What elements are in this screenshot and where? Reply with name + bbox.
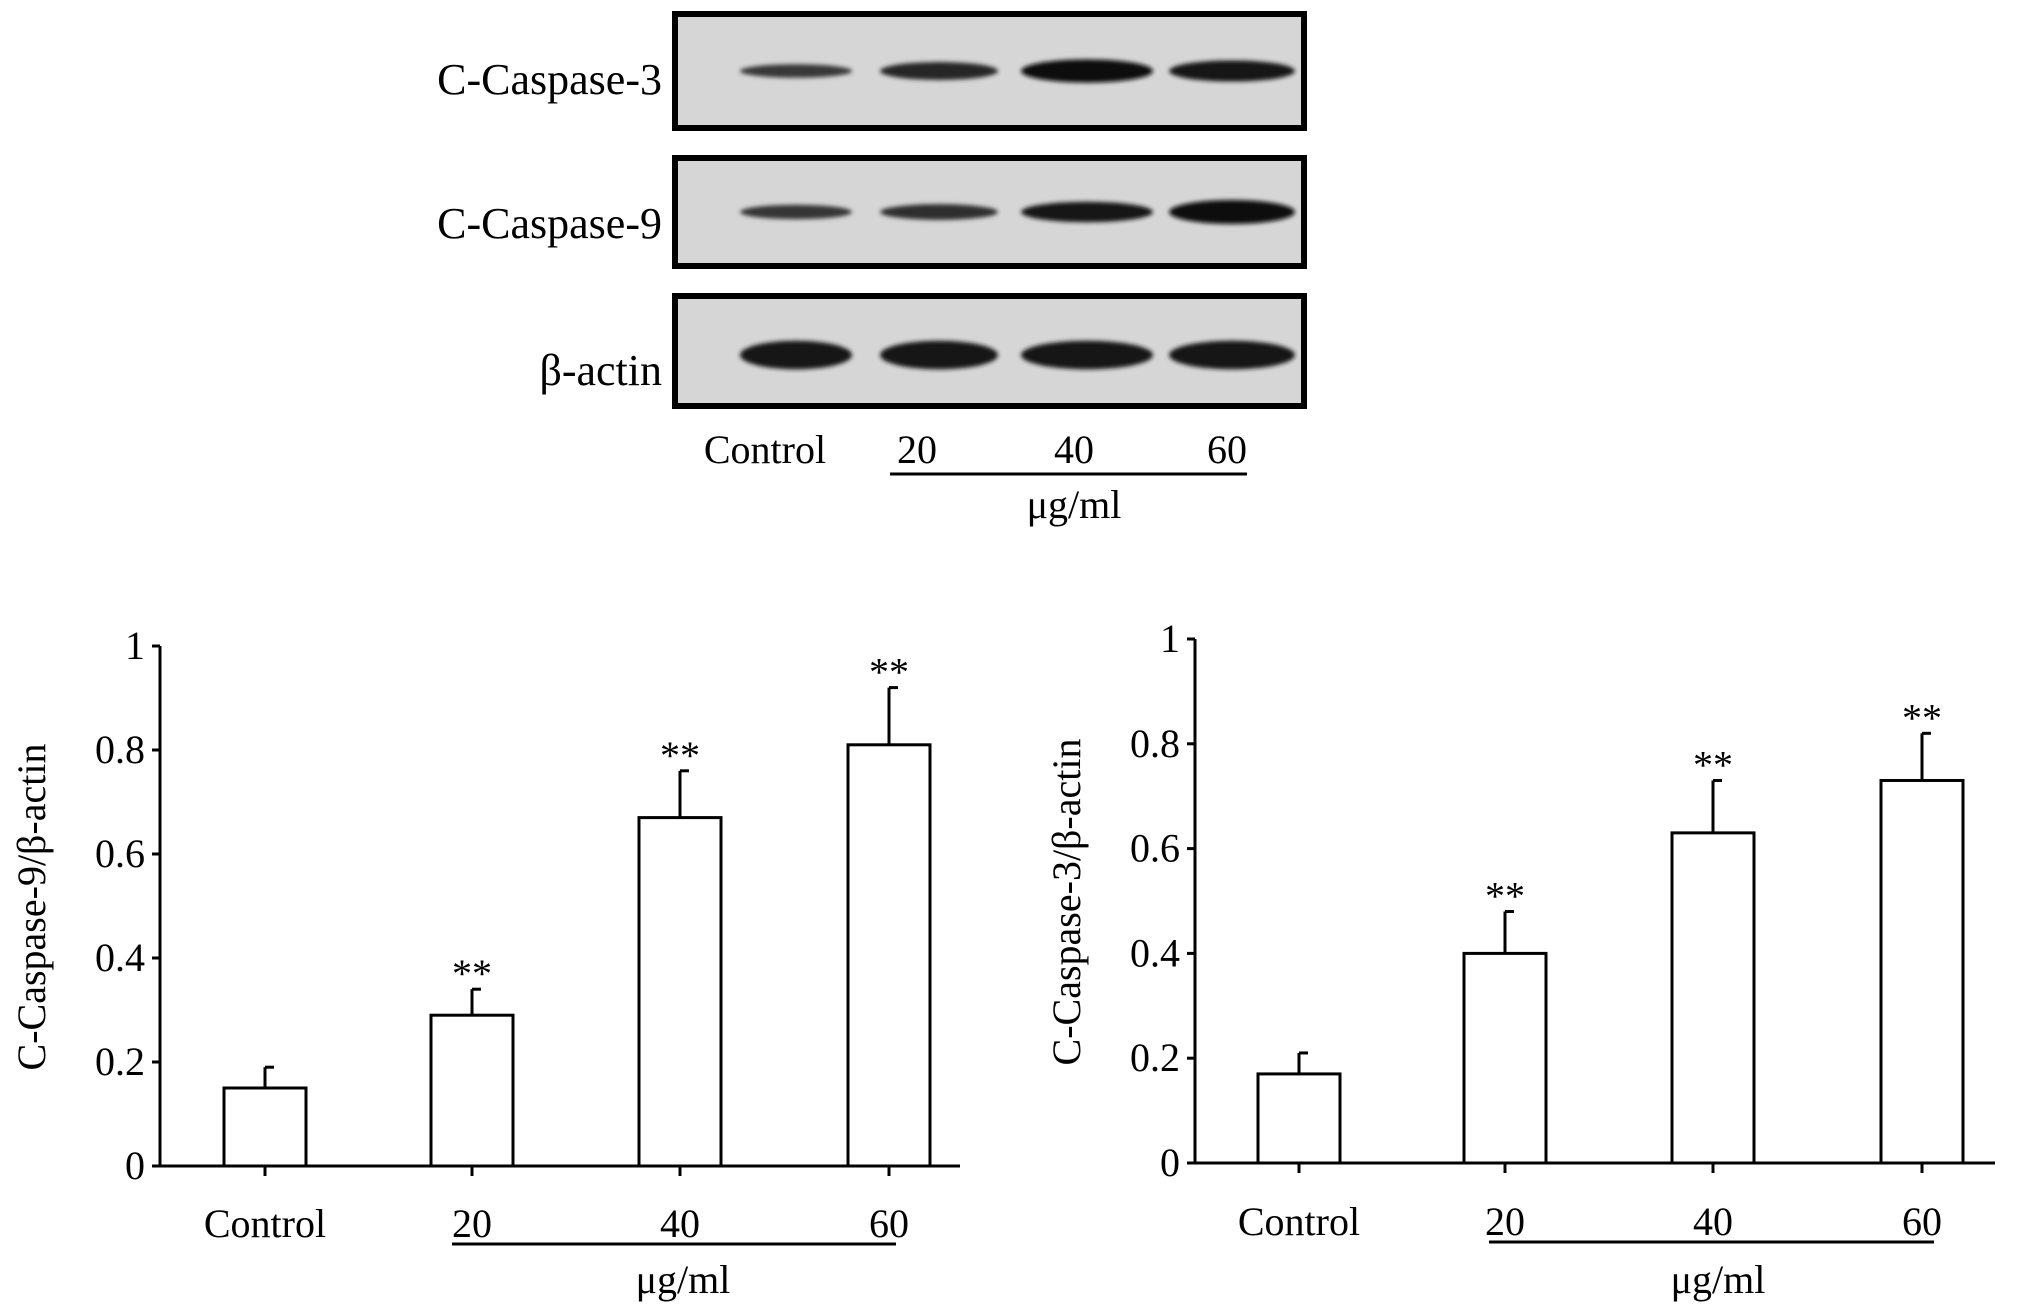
blot-lane-label-control: Control [704, 427, 826, 472]
bar [637, 816, 723, 1168]
y-axis-label: C-Caspase-3/β-actin [1044, 739, 1089, 1066]
western-blot: C-Caspase-3 C-Caspase-9 β-actin Control 20… [437, 11, 1307, 527]
y-tick-label: 0.6 [95, 831, 145, 876]
blot-band [1021, 201, 1153, 223]
bar [1462, 951, 1548, 1165]
y-tick-label: 0.8 [1130, 721, 1180, 766]
blot-band [1021, 59, 1153, 83]
significance-label: ** [1693, 742, 1733, 787]
significance-label: ** [452, 951, 492, 996]
blot-row-label: C-Caspase-3 [437, 55, 662, 104]
x-tick-label: Control [204, 1201, 326, 1246]
bar [429, 1013, 515, 1168]
y-tick-label: 0.2 [95, 1039, 145, 1084]
x-tick-label: 20 [452, 1201, 492, 1246]
blot-band [740, 204, 852, 220]
significance-label: ** [869, 650, 909, 695]
x-tick-label: 40 [660, 1201, 700, 1246]
x-tick-label: 60 [869, 1201, 909, 1246]
blot-band [1169, 340, 1295, 370]
blot-band [1021, 340, 1153, 370]
y-tick-label: 0 [1160, 1140, 1180, 1185]
blot-band [740, 340, 852, 370]
blot-lane-label-60: 60 [1207, 427, 1247, 472]
significance-label: ** [1902, 695, 1942, 740]
blot-band [740, 64, 852, 78]
x-axis-unit-label: μg/ml [636, 1257, 731, 1302]
x-tick-label: Control [1238, 1199, 1360, 1244]
bar [846, 743, 932, 1168]
x-tick-label: 60 [1902, 1199, 1942, 1244]
bar [1879, 778, 1965, 1165]
x-tick-label: 20 [1485, 1199, 1525, 1244]
bar [1670, 831, 1756, 1165]
blot-lane-label-40: 40 [1054, 427, 1094, 472]
blot-row-label: C-Caspase-9 [437, 199, 662, 248]
y-axis-label: C-Caspase-9/β-actin [9, 744, 54, 1071]
significance-label: ** [1485, 873, 1525, 918]
y-tick-label: 1 [1160, 616, 1180, 661]
blot-band [880, 62, 998, 80]
blot-unit-label: μg/ml [1027, 482, 1122, 527]
x-tick-label: 40 [1693, 1199, 1733, 1244]
significance-label: ** [660, 733, 700, 778]
blot-row-label: β-actin [539, 346, 662, 395]
y-tick-label: 0.4 [95, 935, 145, 980]
y-tick-label: 0.4 [1130, 930, 1180, 975]
bar [222, 1086, 308, 1168]
y-tick-label: 1 [125, 623, 145, 668]
blot-band [880, 204, 998, 220]
blot-band [880, 340, 998, 370]
x-axis-unit-label: μg/ml [1671, 1257, 1766, 1302]
blot-lane-label-20: 20 [897, 427, 937, 472]
blot-band [1169, 60, 1295, 82]
y-tick-label: 0.2 [1130, 1035, 1180, 1080]
caspase9-bar-chart: 0 0.2 0.4 0.6 0.8 1 Control 20 40 60 ** ** ** C-Cas… [9, 623, 960, 1302]
bar [1256, 1072, 1342, 1165]
y-tick-label: 0.8 [95, 727, 145, 772]
y-tick-label: 0.6 [1130, 826, 1180, 871]
blot-band [1169, 200, 1295, 224]
y-tick-label: 0 [125, 1143, 145, 1188]
caspase3-bar-chart: 0 0.2 0.4 0.6 0.8 1 Control 20 40 60 ** ** ** C-Cas… [1044, 616, 1995, 1302]
